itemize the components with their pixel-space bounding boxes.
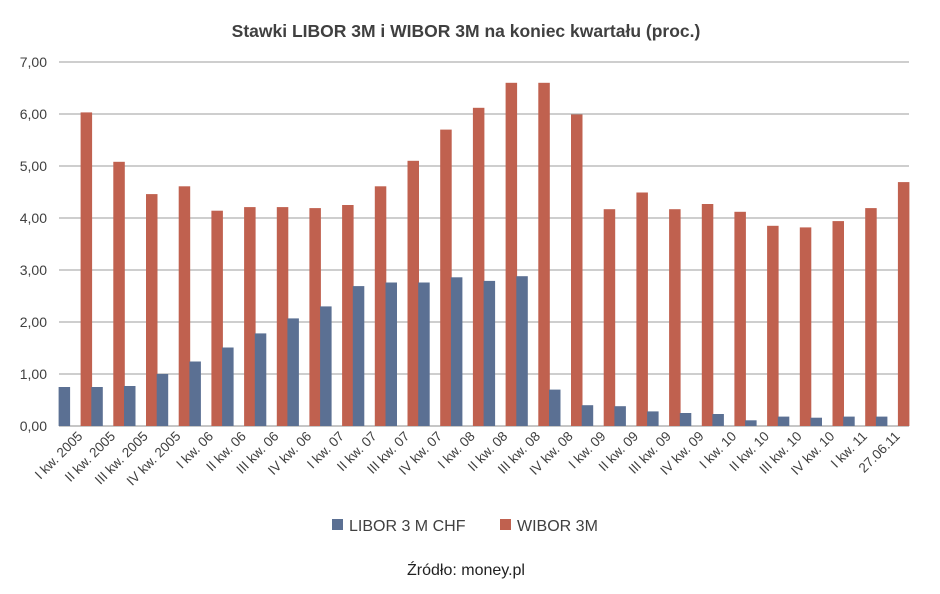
bar-libor: [712, 414, 724, 426]
bar-wibor: [211, 210, 223, 426]
bar-wibor: [799, 227, 812, 426]
bar-libor: [516, 276, 528, 426]
y-tick-label: 0,00: [20, 418, 47, 434]
bar-libor: [614, 406, 626, 426]
bar-libor: [91, 387, 103, 426]
bar-wibor: [603, 209, 616, 426]
bar-wibor: [309, 208, 321, 426]
bar-libor: [320, 306, 332, 426]
bar-wibor: [472, 107, 485, 427]
bar-wibor: [636, 192, 648, 426]
y-tick-label: 4,00: [20, 210, 47, 226]
bar-libor: [777, 416, 790, 426]
y-tick-label: 1,00: [20, 366, 47, 382]
bar-libor: [483, 280, 496, 426]
bar-wibor: [113, 161, 125, 427]
y-tick-label: 6,00: [20, 106, 47, 122]
bar-libor: [254, 333, 267, 426]
bar-libor: [810, 417, 822, 426]
bar-libor: [352, 286, 365, 426]
bar-wibor: [734, 211, 746, 426]
bar-libor: [843, 416, 855, 426]
bar-libor: [549, 389, 561, 426]
bar-wibor: [146, 194, 158, 426]
bar-wibor: [276, 207, 289, 426]
bar-libor: [287, 318, 299, 426]
bar-libor: [647, 411, 659, 426]
bar-wibor: [865, 208, 877, 426]
source-note: Źródło: money.pl: [407, 560, 525, 579]
bar-wibor: [178, 186, 191, 426]
bar-libor: [156, 374, 169, 426]
bar-libor: [189, 361, 201, 426]
bar-libor: [124, 386, 136, 426]
legend-swatch-wibor: [500, 519, 511, 530]
bar-wibor: [374, 186, 387, 426]
bar-wibor: [505, 82, 518, 427]
bar-libor: [222, 347, 234, 426]
y-tick-label: 3,00: [20, 262, 47, 278]
bar-libor: [450, 277, 463, 426]
bar-wibor: [342, 205, 354, 426]
bar-wibor: [440, 129, 452, 426]
bar-wibor: [571, 114, 583, 426]
bar-wibor: [897, 182, 910, 426]
y-tick-label: 5,00: [20, 158, 47, 174]
bar-libor: [679, 413, 692, 426]
bar-libor: [745, 420, 757, 426]
legend-label-wibor: WIBOR 3M: [517, 518, 598, 535]
bar-libor: [58, 387, 71, 426]
bar-wibor: [701, 204, 714, 426]
chart-title: Stawki LIBOR 3M i WIBOR 3M na koniec kwa…: [232, 21, 701, 41]
y-tick-label: 2,00: [20, 314, 47, 330]
bar-libor: [875, 416, 888, 426]
bar-wibor: [407, 160, 419, 427]
bar-wibor: [767, 225, 779, 426]
legend-label-libor: LIBOR 3 M CHF: [349, 518, 466, 535]
chart-legend: LIBOR 3 M CHF WIBOR 3M: [332, 518, 598, 535]
bar-libor: [385, 282, 397, 426]
bar-libor: [418, 282, 430, 426]
bar-wibor: [669, 209, 681, 426]
bar-wibor: [80, 112, 93, 427]
bar-libor: [581, 405, 594, 426]
bar-wibor: [538, 82, 550, 427]
bar-wibor: [832, 221, 844, 426]
y-axis-tick-labels: 0,00 1,00 2,00 3,00 4,00 5,00 6,00 7,00: [20, 54, 47, 434]
chart-bars: [58, 82, 910, 427]
legend-swatch-libor: [332, 519, 343, 530]
y-tick-label: 7,00: [20, 54, 47, 70]
bar-wibor: [244, 207, 256, 426]
